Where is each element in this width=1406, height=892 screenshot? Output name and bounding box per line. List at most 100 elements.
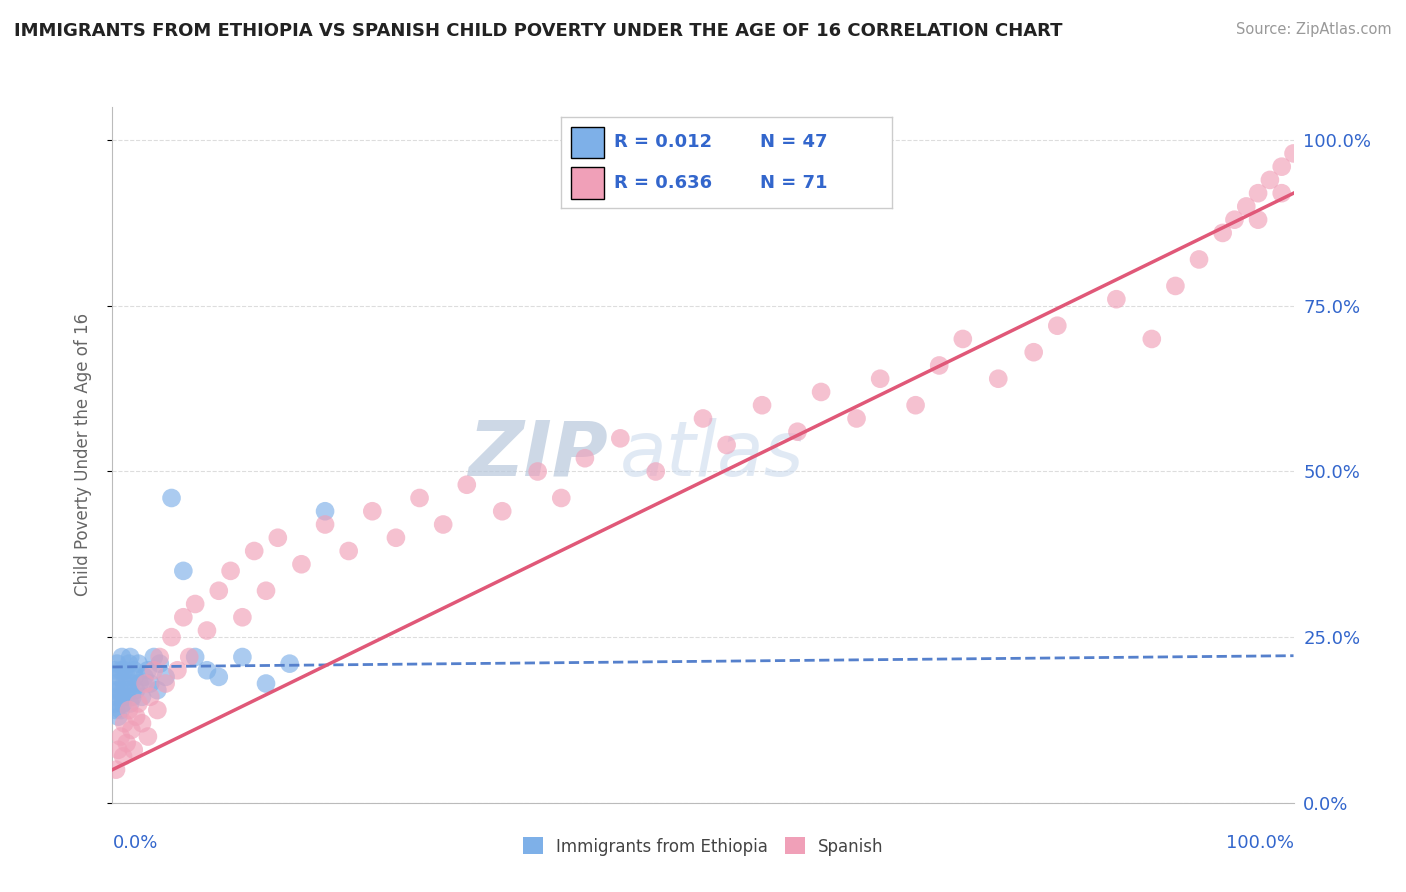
Point (904, 398, 927, 412)
Point (111, 690, 134, 704)
Point (385, 531, 408, 545)
Point (1223, 212, 1246, 227)
Point (160, 630, 183, 644)
Point (254, 676, 277, 690)
Point (184, 650, 207, 665)
Point (845, 411, 868, 425)
Point (952, 332, 974, 346)
Point (118, 657, 141, 671)
Point (146, 683, 169, 698)
Point (105, 703, 128, 717)
Text: 0.0%: 0.0% (112, 834, 157, 852)
Point (160, 491, 183, 505)
Point (105, 690, 128, 704)
Point (1140, 332, 1163, 346)
Point (110, 730, 132, 744)
Point (456, 477, 478, 491)
Point (139, 690, 162, 704)
Text: atlas: atlas (620, 418, 804, 491)
Text: IMMIGRANTS FROM ETHIOPIA VS SPANISH CHILD POVERTY UNDER THE AGE OF 16 CORRELATIO: IMMIGRANTS FROM ETHIOPIA VS SPANISH CHIL… (14, 22, 1063, 40)
Point (1046, 318, 1069, 333)
Point (127, 657, 149, 671)
Point (135, 676, 157, 690)
Point (314, 504, 336, 518)
Point (121, 690, 143, 704)
Point (124, 670, 146, 684)
Point (118, 703, 141, 717)
Point (231, 650, 253, 665)
Point (1022, 345, 1045, 359)
Point (195, 624, 218, 638)
Point (136, 730, 159, 744)
Point (716, 438, 738, 452)
Legend: Immigrants from Ethiopia, Spanish: Immigrants from Ethiopia, Spanish (517, 832, 889, 861)
Point (1247, 212, 1270, 227)
Point (254, 583, 277, 598)
Point (810, 384, 832, 399)
Point (110, 703, 132, 717)
Point (117, 683, 139, 698)
Point (278, 657, 301, 671)
Point (112, 749, 135, 764)
Point (142, 650, 165, 665)
Point (1247, 186, 1270, 201)
Point (408, 491, 430, 505)
Point (609, 431, 631, 445)
Point (125, 709, 148, 723)
Point (869, 372, 891, 386)
Point (1258, 173, 1281, 187)
Point (267, 531, 290, 545)
Point (1105, 292, 1128, 306)
Point (105, 657, 128, 671)
Point (1234, 199, 1257, 213)
Point (105, 763, 128, 777)
Point (131, 716, 153, 731)
Point (127, 697, 149, 711)
Text: 100.0%: 100.0% (1226, 834, 1294, 852)
Point (104, 663, 127, 677)
Point (692, 411, 714, 425)
Point (142, 663, 165, 677)
Point (128, 676, 150, 690)
Point (1188, 252, 1211, 267)
Text: Source: ZipAtlas.com: Source: ZipAtlas.com (1236, 22, 1392, 37)
Point (107, 670, 129, 684)
Point (115, 670, 138, 684)
Point (208, 670, 231, 684)
Point (243, 544, 266, 558)
Point (110, 663, 132, 677)
Point (134, 670, 156, 684)
Point (1212, 226, 1234, 240)
Point (928, 359, 950, 373)
Point (139, 676, 162, 690)
Point (131, 690, 153, 704)
Point (550, 491, 572, 505)
Point (146, 703, 169, 717)
Point (195, 663, 218, 677)
Point (125, 683, 148, 698)
Point (1282, 146, 1305, 161)
Point (208, 583, 231, 598)
Point (120, 650, 142, 665)
Point (155, 676, 177, 690)
Point (290, 558, 312, 572)
Point (987, 372, 1010, 386)
Point (122, 663, 145, 677)
Point (526, 465, 548, 479)
Point (104, 697, 127, 711)
Point (314, 517, 336, 532)
Point (107, 743, 129, 757)
Point (172, 564, 194, 578)
Point (136, 663, 159, 677)
Point (122, 743, 145, 757)
Point (120, 723, 142, 737)
Point (184, 597, 207, 611)
Point (166, 663, 188, 677)
Point (337, 544, 360, 558)
Point (751, 398, 773, 412)
Point (149, 657, 172, 671)
Y-axis label: Child Poverty Under the Age of 16: Child Poverty Under the Age of 16 (73, 313, 91, 597)
Text: ZIP: ZIP (468, 418, 609, 491)
Point (361, 504, 384, 518)
Point (120, 697, 142, 711)
